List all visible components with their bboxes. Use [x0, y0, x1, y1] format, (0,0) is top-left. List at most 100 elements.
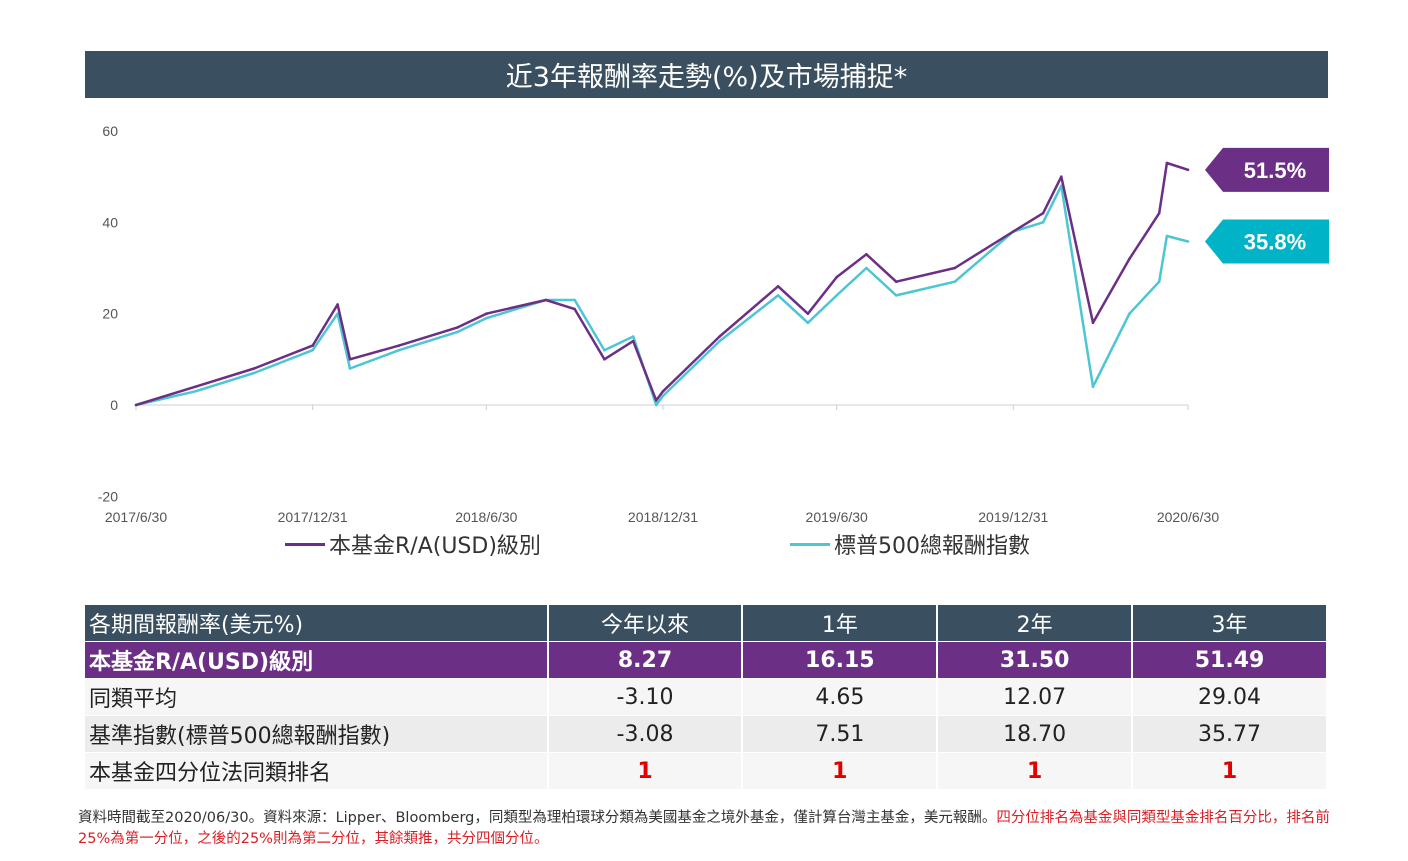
header-3y: 3年 [1132, 605, 1328, 642]
end-label-tag-fund [1205, 147, 1329, 192]
cell-3y: 51.49 [1132, 641, 1328, 679]
data-point-fund [397, 344, 401, 347]
data-point-fund [806, 312, 810, 316]
legend-index: 標普500總報酬指數 [790, 528, 1030, 560]
x-tick-label: 2017/12/31 [278, 509, 348, 525]
table-header-row: 各期間報酬率(美元%) 今年以來 1年 2年 3年 [85, 605, 1328, 642]
data-point-fund [718, 335, 721, 338]
data-point-index [252, 371, 256, 375]
y-tick-label: 20 [102, 306, 118, 322]
line-chart: 60 40 20 0 -20 2017/6/30 2017/12/31 2018/6/30 20… [98, 123, 1329, 525]
cell-2y: 18.70 [937, 715, 1134, 753]
data-point-fund [485, 312, 488, 316]
legend-fund-label: 本基金R/A(USD)級別 [329, 534, 541, 559]
data-point-fund [1091, 321, 1095, 325]
legend-index-label: 標普500總報酬指數 [834, 534, 1030, 559]
table-row-fund: 本基金R/A(USD)級別 8.27 16.15 31.50 51.49 [85, 641, 1328, 679]
data-point-index [311, 348, 314, 352]
data-point-fund [134, 403, 138, 407]
data-point-fund [1060, 175, 1063, 178]
x-tick-label: 2020/6/30 [1157, 509, 1219, 525]
data-point-index [1091, 385, 1095, 389]
header-1y: 1年 [742, 605, 939, 642]
x-tick-label: 2019/6/30 [806, 509, 868, 525]
data-point-fund [573, 307, 576, 311]
data-point-fund [603, 358, 606, 361]
cell-1y: 7.51 [742, 715, 939, 753]
data-point-index [1041, 221, 1045, 224]
data-point-index [456, 330, 459, 334]
data-point-index [336, 312, 339, 316]
cell-2y: 12.07 [937, 678, 1134, 716]
cell-3y: 35.77 [1132, 715, 1328, 753]
data-point-fund [1012, 230, 1015, 233]
header-period: 各期間報酬率(美元%) [85, 605, 549, 642]
cell-1y: 16.15 [742, 641, 939, 679]
row-label: 本基金四分位法同類排名 [85, 752, 549, 790]
data-point-index [1128, 312, 1131, 316]
cell-ytd: 1 [547, 752, 744, 790]
header-ytd: 今年以來 [547, 605, 744, 642]
footnote-source: 資料時間截至2020/06/30。資料來源：Lipper、Bloomberg，同… [78, 810, 997, 826]
cell-1y: 4.65 [742, 678, 939, 716]
legend-fund: 本基金R/A(USD)級別 [285, 528, 541, 560]
data-point-fund [894, 280, 898, 284]
data-point-index [1165, 234, 1169, 238]
data-point-index [835, 294, 838, 297]
legend-index-swatch [790, 542, 830, 546]
data-point-fund [348, 358, 352, 361]
data-point-fund [544, 298, 548, 302]
data-point-fund [252, 367, 256, 370]
data-point-fund [776, 285, 780, 288]
data-point-fund [835, 275, 838, 279]
returns-table: 各期間報酬率(美元%) 今年以來 1年 2年 3年 本基金R/A(USD)級別 … [85, 605, 1328, 790]
data-point-fund [311, 344, 314, 347]
cell-3y: 1 [1132, 752, 1328, 790]
cell-ytd: -3.08 [547, 715, 744, 753]
end-label-index: 35.8% [1244, 230, 1306, 255]
chart-title: 近3年報酬率走勢(%)及市場捕捉* [85, 51, 1328, 98]
x-tick-label: 2017/6/30 [105, 509, 167, 525]
data-point-fund [194, 385, 197, 389]
data-point-index [397, 348, 401, 352]
table-row-benchmark: 基準指數(標普500總報酬指數) -3.08 7.51 18.70 35.77 [85, 715, 1328, 753]
data-point-fund [1157, 211, 1161, 215]
data-point-index [953, 280, 957, 284]
data-point-fund [336, 303, 339, 306]
data-point-fund [456, 326, 459, 329]
table-row-quartile-rank: 本基金四分位法同類排名 1 1 1 1 [85, 752, 1328, 790]
data-point-index [603, 348, 606, 352]
data-point-index [894, 294, 898, 297]
cell-ytd: -3.10 [547, 678, 744, 716]
footnote: 資料時間截至2020/06/30。資料來源：Lipper、Bloomberg，同… [78, 808, 1333, 850]
data-point-index [776, 294, 780, 297]
y-tick-label: 60 [102, 123, 118, 139]
footnote-quartile-note: 四分位排名為基金與同類型基金排名百分比，排名前25%為第一分位，之後的25%則為… [78, 810, 1330, 847]
data-point-fund [631, 339, 635, 343]
cell-2y: 31.50 [937, 641, 1134, 679]
data-point-index [485, 316, 488, 320]
data-point-fund [1165, 161, 1169, 165]
legend-fund-swatch [285, 542, 325, 546]
end-label-tag-index [1205, 219, 1329, 264]
y-tick-label: -20 [98, 488, 118, 504]
data-point-fund [654, 399, 658, 402]
data-point-fund [865, 253, 868, 256]
data-point-fund [1041, 211, 1045, 215]
data-point-index [661, 394, 665, 398]
data-point-fund [1186, 168, 1190, 172]
data-point-index [865, 266, 868, 270]
x-tick-label: 2018/12/31 [628, 509, 698, 525]
data-point-fund [953, 266, 957, 270]
cell-1y: 1 [742, 752, 939, 790]
x-tick-label: 2018/6/30 [455, 509, 517, 525]
data-point-index [1157, 280, 1161, 284]
cell-3y: 29.04 [1132, 678, 1328, 716]
x-tick-label: 2019/12/31 [978, 509, 1048, 525]
cell-ytd: 8.27 [547, 641, 744, 679]
data-point-fund [1128, 257, 1131, 261]
end-label-fund: 51.5% [1244, 158, 1306, 183]
data-point-index [631, 335, 635, 338]
row-label: 同類平均 [85, 678, 549, 716]
series-line-index [135, 184, 1189, 407]
